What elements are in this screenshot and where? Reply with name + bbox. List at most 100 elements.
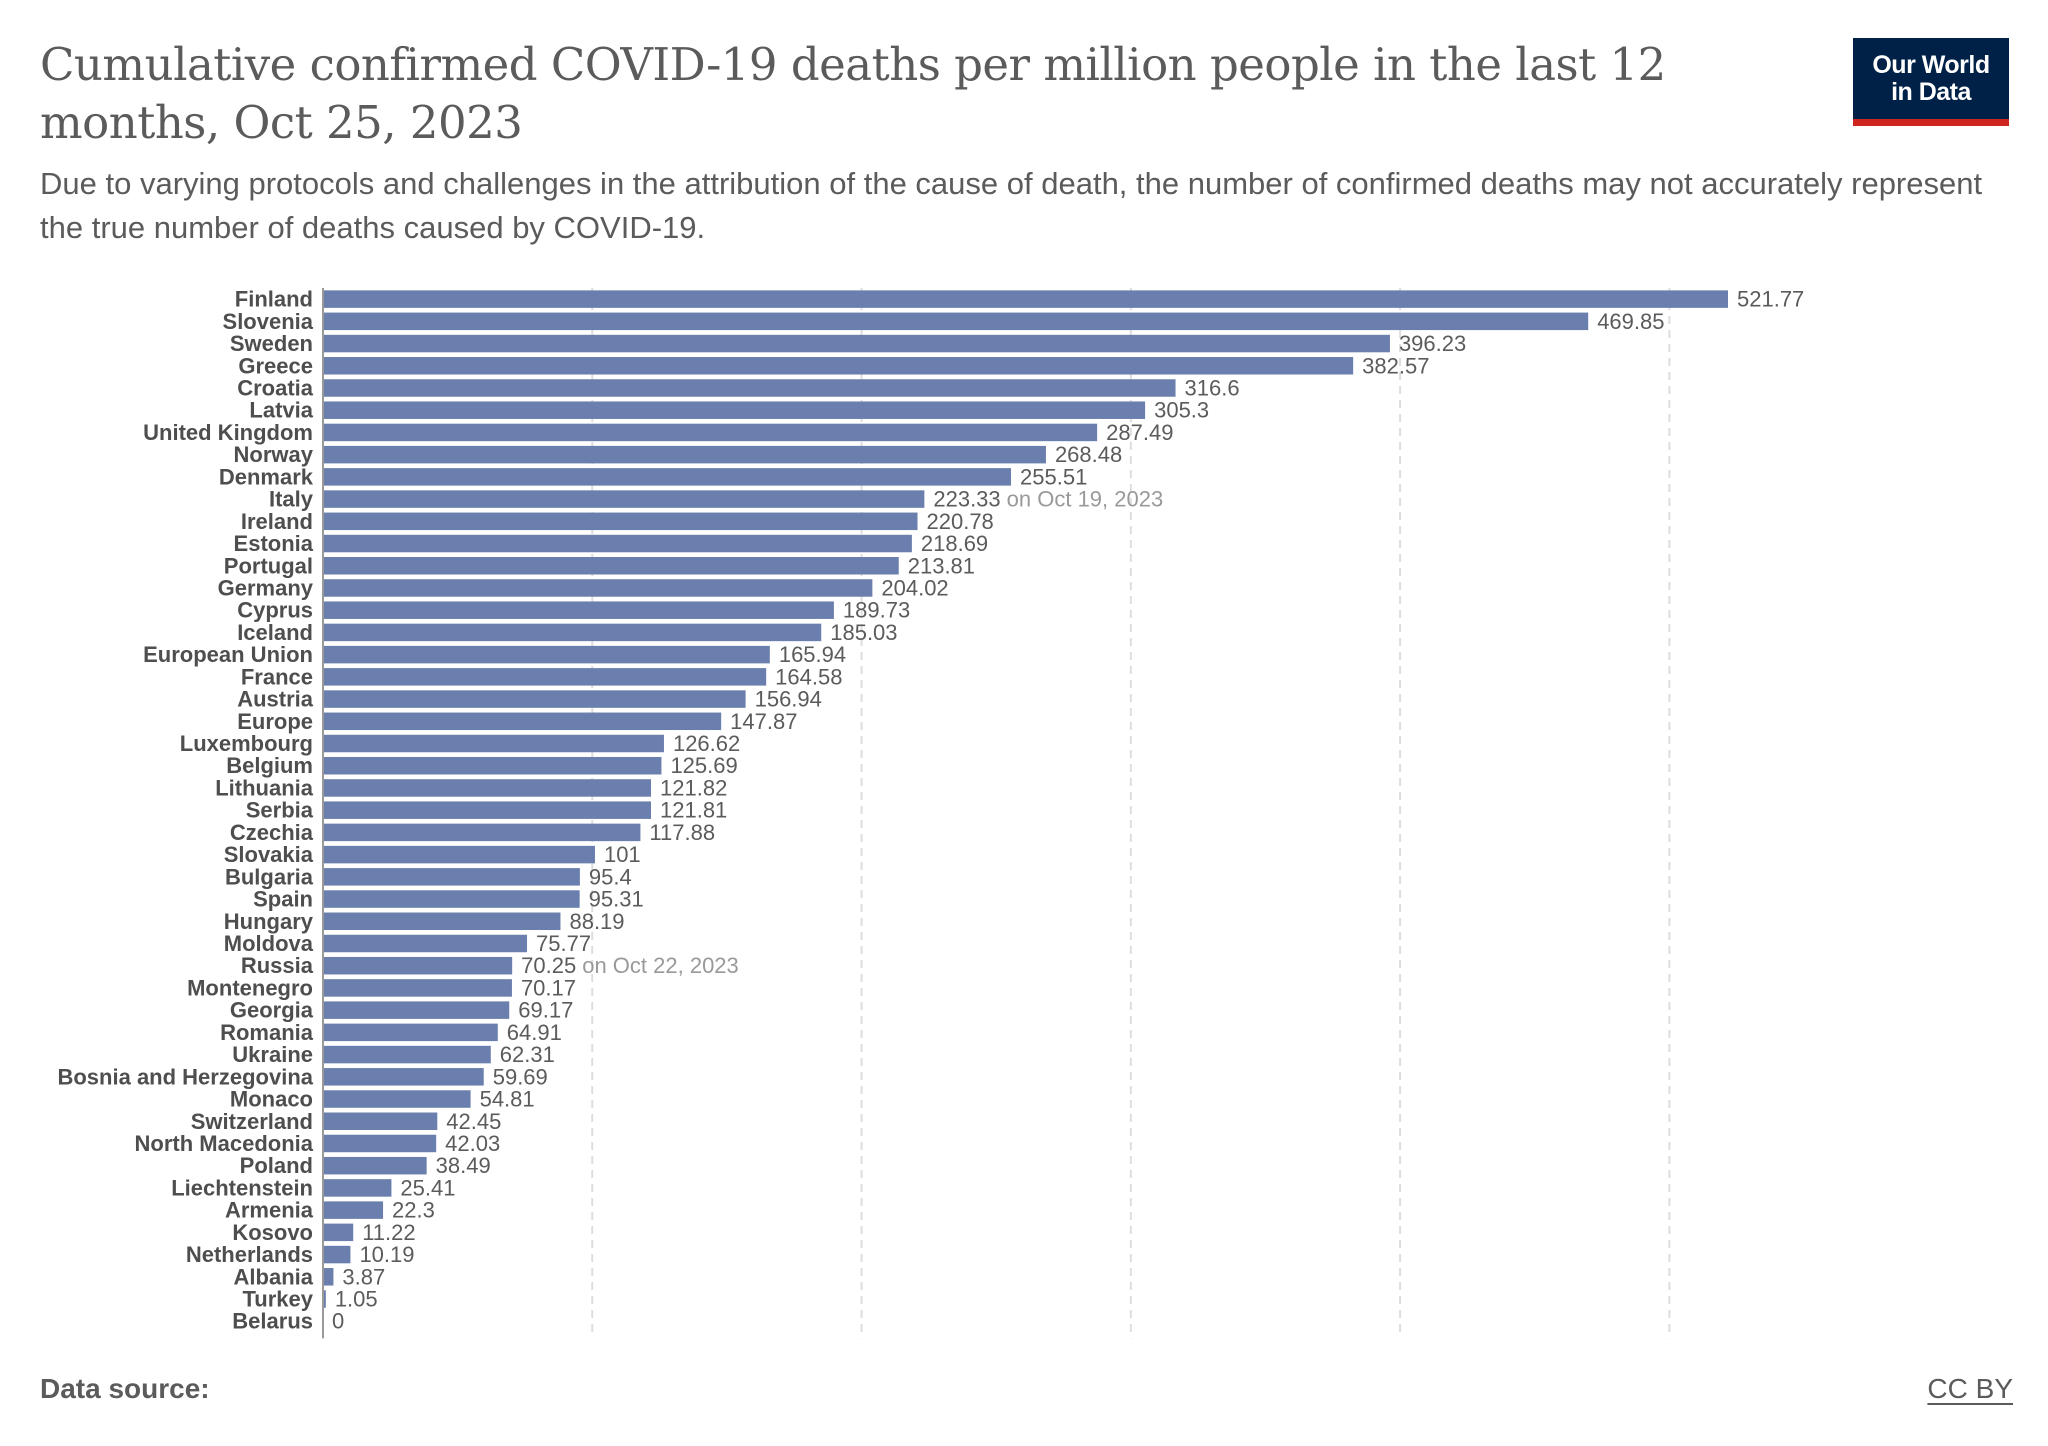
owid-logo[interactable]: Our World in Data bbox=[1853, 38, 2009, 126]
bar-monaco[interactable] bbox=[323, 1090, 471, 1108]
value-label: 164.58 bbox=[775, 664, 842, 689]
bar-greece[interactable] bbox=[323, 357, 1354, 375]
value-label: 64.91 bbox=[507, 1020, 562, 1045]
value-text: 0 bbox=[332, 1309, 344, 1334]
bar-ireland[interactable] bbox=[323, 512, 918, 531]
value-text: 164.58 bbox=[775, 664, 842, 689]
bar-ukraine[interactable] bbox=[323, 1045, 491, 1064]
bar-poland[interactable] bbox=[323, 1156, 427, 1175]
value-text: 69.17 bbox=[518, 998, 573, 1023]
value-text: 101 bbox=[604, 842, 641, 867]
value-label: 42.45 bbox=[446, 1109, 501, 1134]
bar-slovakia[interactable] bbox=[323, 845, 595, 864]
bar-georgia[interactable] bbox=[323, 1001, 510, 1019]
bar-italy[interactable] bbox=[323, 490, 925, 508]
bar-russia[interactable] bbox=[323, 956, 513, 975]
chart-subtitle: Due to varying protocols and challenges … bbox=[40, 166, 1983, 245]
bars bbox=[323, 290, 1728, 1308]
bar-turkey[interactable] bbox=[323, 1290, 326, 1308]
bar-norway[interactable] bbox=[323, 445, 1046, 464]
value-label: 213.81 bbox=[908, 553, 975, 578]
bar-estonia[interactable] bbox=[323, 534, 912, 553]
category-label: Spain bbox=[253, 887, 313, 912]
value-label: 316.6 bbox=[1185, 375, 1240, 400]
value-label: 305.3 bbox=[1154, 398, 1209, 423]
value-text: 305.3 bbox=[1154, 398, 1209, 423]
value-label: 70.17 bbox=[521, 975, 576, 1000]
bar-romania[interactable] bbox=[323, 1023, 498, 1042]
category-label: Serbia bbox=[246, 798, 314, 823]
bar-france[interactable] bbox=[323, 668, 767, 686]
value-label: 396.23 bbox=[1399, 331, 1466, 356]
bar-armenia[interactable] bbox=[323, 1201, 384, 1219]
value-text: 64.91 bbox=[507, 1020, 562, 1045]
bar-european-union[interactable] bbox=[323, 645, 770, 664]
value-label: 0 bbox=[332, 1309, 344, 1334]
value-text: 121.81 bbox=[660, 798, 727, 823]
bar-belgium[interactable] bbox=[323, 756, 662, 775]
gridlines bbox=[591, 288, 1671, 1339]
bar-sweden[interactable] bbox=[323, 334, 1390, 353]
category-label: Ireland bbox=[241, 509, 313, 534]
value-text: 213.81 bbox=[908, 553, 975, 578]
bar-portugal[interactable] bbox=[323, 557, 899, 575]
value-label: 121.81 bbox=[660, 798, 727, 823]
bar-czechia[interactable] bbox=[323, 823, 641, 842]
bar-europe[interactable] bbox=[323, 712, 722, 731]
category-label: Belgium bbox=[226, 753, 313, 778]
bar-finland[interactable] bbox=[323, 290, 1728, 308]
value-label: 75.77 bbox=[536, 931, 591, 956]
category-label: Bulgaria bbox=[225, 864, 314, 889]
value-text: 70.25 bbox=[521, 953, 576, 978]
value-label: 121.82 bbox=[660, 775, 727, 800]
bar-united-kingdom[interactable] bbox=[323, 423, 1098, 442]
license-link[interactable]: CC BY bbox=[1927, 1373, 2013, 1404]
bar-hungary[interactable] bbox=[323, 912, 561, 931]
bar-austria[interactable] bbox=[323, 690, 746, 708]
bar-bosnia-and-herzegovina[interactable] bbox=[323, 1068, 484, 1086]
category-label: France bbox=[241, 664, 313, 689]
category-label: Slovenia bbox=[223, 309, 314, 334]
value-label: 255.51 bbox=[1020, 464, 1087, 489]
bar-montenegro[interactable] bbox=[323, 979, 512, 997]
bar-croatia[interactable] bbox=[323, 379, 1176, 397]
bar-netherlands[interactable] bbox=[323, 1245, 351, 1264]
value-text: 95.31 bbox=[589, 887, 644, 912]
bar-cyprus[interactable] bbox=[323, 601, 834, 619]
bar-liechtenstein[interactable] bbox=[323, 1179, 392, 1197]
bar-spain[interactable] bbox=[323, 890, 580, 908]
value-text: 125.69 bbox=[670, 753, 737, 778]
category-label: Greece bbox=[238, 353, 313, 378]
bar-luxembourg[interactable] bbox=[323, 734, 664, 753]
value-text: 54.81 bbox=[480, 1087, 535, 1112]
bar-denmark[interactable] bbox=[323, 468, 1012, 486]
bar-kosovo[interactable] bbox=[323, 1223, 354, 1242]
bar-serbia[interactable] bbox=[323, 801, 652, 819]
value-label: 223.33 on Oct 19, 2023 bbox=[933, 487, 1163, 512]
bar-iceland[interactable] bbox=[323, 623, 822, 642]
bar-north-macedonia[interactable] bbox=[323, 1134, 437, 1153]
value-text: 268.48 bbox=[1055, 442, 1122, 467]
bar-bulgaria[interactable] bbox=[323, 868, 580, 886]
bar-germany[interactable] bbox=[323, 579, 873, 597]
category-label: Iceland bbox=[237, 620, 313, 645]
value-text: 22.3 bbox=[392, 1198, 435, 1223]
value-text: 121.82 bbox=[660, 775, 727, 800]
bar-lithuania[interactable] bbox=[323, 779, 652, 797]
bar-albania[interactable] bbox=[323, 1268, 334, 1286]
value-label: 156.94 bbox=[755, 687, 822, 712]
value-label: 521.77 bbox=[1737, 287, 1804, 312]
value-text: 382.57 bbox=[1362, 353, 1429, 378]
bar-switzerland[interactable] bbox=[323, 1112, 438, 1131]
value-label: 22.3 bbox=[392, 1198, 435, 1223]
value-label: 125.69 bbox=[670, 753, 737, 778]
value-label: 10.19 bbox=[359, 1242, 414, 1267]
bar-latvia[interactable] bbox=[323, 401, 1146, 419]
value-label: 218.69 bbox=[921, 531, 988, 556]
value-label: 38.49 bbox=[436, 1153, 491, 1178]
bar-moldova[interactable] bbox=[323, 934, 528, 953]
category-label: United Kingdom bbox=[143, 420, 313, 445]
category-label: Norway bbox=[234, 442, 314, 467]
bar-slovenia[interactable] bbox=[323, 312, 1589, 331]
value-text: 220.78 bbox=[927, 509, 994, 534]
